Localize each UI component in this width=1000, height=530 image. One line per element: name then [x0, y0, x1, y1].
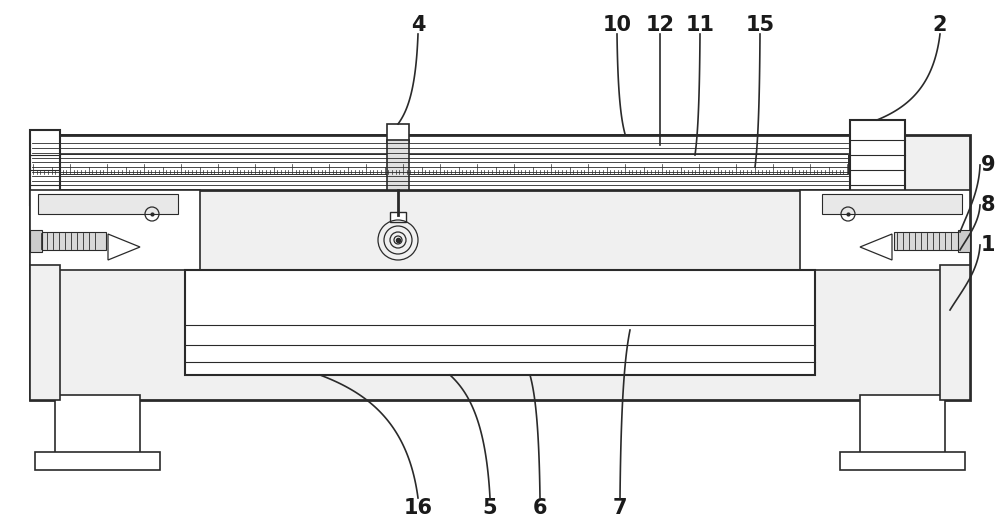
- Text: 2: 2: [933, 15, 947, 35]
- Bar: [840, 452, 965, 470]
- Text: 9: 9: [981, 155, 995, 175]
- Bar: [30, 135, 850, 190]
- Bar: [30, 135, 970, 400]
- Bar: [30, 130, 60, 205]
- Text: 16: 16: [404, 498, 432, 518]
- Bar: [185, 270, 815, 375]
- Bar: [822, 194, 962, 214]
- Text: 8: 8: [981, 195, 995, 215]
- Bar: [30, 230, 42, 252]
- Bar: [387, 124, 409, 142]
- Bar: [387, 140, 409, 190]
- Bar: [55, 395, 140, 455]
- Text: 7: 7: [613, 498, 627, 518]
- Polygon shape: [860, 234, 892, 260]
- Polygon shape: [108, 234, 140, 260]
- Bar: [958, 230, 970, 252]
- Text: 1: 1: [981, 235, 995, 255]
- Text: 10: 10: [602, 15, 632, 35]
- Bar: [940, 265, 970, 400]
- Text: 5: 5: [483, 498, 497, 518]
- Bar: [860, 395, 945, 455]
- Bar: [38, 232, 106, 250]
- Text: 6: 6: [533, 498, 547, 518]
- Bar: [800, 190, 970, 270]
- Bar: [30, 265, 60, 400]
- Bar: [35, 452, 160, 470]
- Bar: [850, 120, 905, 205]
- Bar: [894, 232, 962, 250]
- Bar: [390, 212, 406, 222]
- Bar: [38, 194, 178, 214]
- Text: 11: 11: [686, 15, 714, 35]
- Bar: [32, 154, 848, 174]
- Text: 15: 15: [745, 15, 775, 35]
- Text: 4: 4: [411, 15, 425, 35]
- Bar: [30, 190, 200, 270]
- Text: 12: 12: [646, 15, 674, 35]
